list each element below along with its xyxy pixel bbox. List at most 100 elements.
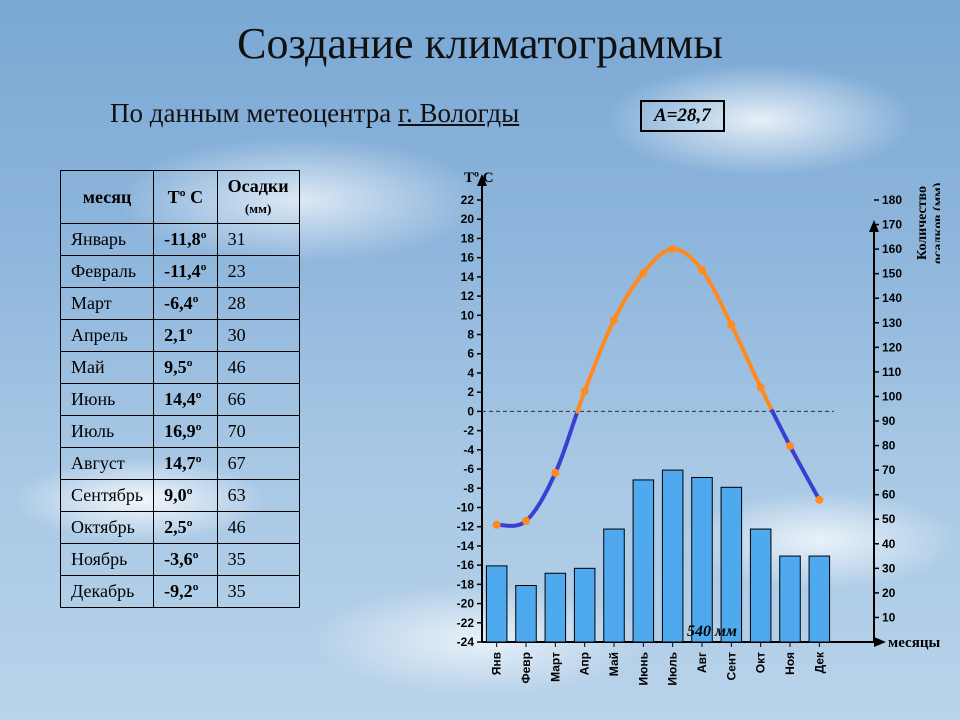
temp-marker (786, 442, 794, 450)
svg-text:12: 12 (461, 289, 475, 303)
cell-precip: 28 (217, 288, 299, 320)
svg-text:10: 10 (461, 308, 475, 322)
svg-text:осадков (мм): осадков (мм) (931, 182, 940, 264)
precip-bar (692, 477, 713, 642)
table-row: Март-6,4º28 (61, 288, 300, 320)
page-title: Создание климатограммы (0, 18, 960, 69)
svg-text:-24: -24 (457, 635, 475, 649)
svg-text:50: 50 (882, 512, 896, 526)
svg-text:-10: -10 (457, 500, 475, 514)
svg-text:100: 100 (882, 389, 902, 403)
svg-text:20: 20 (882, 586, 896, 600)
precip-bar (662, 470, 683, 642)
precip-bar (545, 573, 566, 642)
temp-marker (493, 521, 501, 529)
cell-month: Апрель (61, 320, 154, 352)
cell-temp: -11,8º (154, 224, 217, 256)
svg-text:90: 90 (882, 414, 896, 428)
svg-text:Июнь: Июнь (636, 652, 650, 686)
table-row: Апрель2,1º30 (61, 320, 300, 352)
col-precip-label: Осадки (228, 176, 289, 196)
cell-precip: 46 (217, 352, 299, 384)
col-precip: Осадки (мм) (217, 171, 299, 224)
precip-bar (486, 566, 507, 642)
table-row: Ноябрь-3,6º35 (61, 544, 300, 576)
cell-temp: 16,9º (154, 416, 217, 448)
svg-text:22: 22 (461, 193, 475, 207)
svg-text:Сент: Сент (724, 652, 738, 681)
svg-text:80: 80 (882, 439, 896, 453)
cell-precip: 35 (217, 576, 299, 608)
svg-text:180: 180 (882, 193, 902, 207)
svg-text:120: 120 (882, 340, 902, 354)
precip-bar (721, 487, 742, 642)
svg-text:0: 0 (467, 404, 474, 418)
cell-temp: 9,5º (154, 352, 217, 384)
table-row: Август14,7º67 (61, 448, 300, 480)
svg-text:Янв: Янв (490, 652, 504, 675)
cell-temp: 14,4º (154, 384, 217, 416)
svg-text:18: 18 (461, 231, 475, 245)
svg-text:-18: -18 (457, 577, 475, 591)
svg-text:6: 6 (467, 347, 474, 361)
amplitude-box: A=28,7 (640, 100, 725, 132)
precip-bar (780, 556, 801, 642)
temp-curve (772, 411, 819, 500)
svg-text:-14: -14 (457, 539, 475, 553)
cell-precip: 30 (217, 320, 299, 352)
cell-temp: 14,7º (154, 448, 217, 480)
cell-month: Июнь (61, 384, 154, 416)
svg-text:130: 130 (882, 316, 902, 330)
temp-curve (577, 249, 772, 412)
temp-marker (698, 266, 706, 274)
subtitle-prefix: По данным метеоцентра (110, 98, 398, 128)
cell-month: Сентябрь (61, 480, 154, 512)
svg-text:-6: -6 (463, 462, 474, 476)
cell-temp: -9,2º (154, 576, 217, 608)
svg-text:20: 20 (461, 212, 475, 226)
svg-text:110: 110 (882, 365, 902, 379)
temp-marker (581, 387, 589, 395)
cell-precip: 46 (217, 512, 299, 544)
svg-text:14: 14 (461, 270, 475, 284)
climatogram-chart: Tº C2220181614121086420-2-4-6-8-10-12-14… (420, 160, 940, 690)
cell-month: Ноябрь (61, 544, 154, 576)
temp-marker (815, 496, 823, 504)
svg-text:-22: -22 (457, 616, 475, 630)
table-row: Май9,5º46 (61, 352, 300, 384)
temp-curve (497, 412, 578, 526)
cell-temp: -11,4º (154, 256, 217, 288)
svg-text:150: 150 (882, 267, 902, 281)
temp-marker (757, 383, 765, 391)
cell-month: Февраль (61, 256, 154, 288)
svg-text:Окт: Окт (754, 652, 768, 673)
cell-precip: 35 (217, 544, 299, 576)
cell-month: Декабрь (61, 576, 154, 608)
svg-text:Июль: Июль (666, 652, 680, 686)
cell-precip: 23 (217, 256, 299, 288)
svg-text:10: 10 (882, 610, 896, 624)
svg-text:30: 30 (882, 561, 896, 575)
cell-precip: 67 (217, 448, 299, 480)
svg-text:-2: -2 (463, 424, 474, 438)
cell-precip: 66 (217, 384, 299, 416)
table-row: Январь-11,8º31 (61, 224, 300, 256)
temp-marker (669, 245, 677, 253)
cell-temp: -6,4º (154, 288, 217, 320)
svg-text:Март: Март (548, 652, 562, 682)
col-precip-unit: (мм) (245, 201, 271, 216)
svg-text:Количество: Количество (915, 186, 930, 260)
cell-precip: 31 (217, 224, 299, 256)
climate-table: месяц Tº C Осадки (мм) Январь-11,8º31Фев… (60, 170, 300, 608)
svg-text:месяцы: месяцы (888, 635, 940, 651)
cell-temp: -3,6º (154, 544, 217, 576)
table-row: Июль16,9º70 (61, 416, 300, 448)
svg-text:60: 60 (882, 488, 896, 502)
svg-text:160: 160 (882, 242, 902, 256)
svg-text:2: 2 (467, 385, 474, 399)
table-row: Декабрь-9,2º35 (61, 576, 300, 608)
cell-temp: 2,5º (154, 512, 217, 544)
svg-text:Авг: Авг (695, 652, 709, 673)
subtitle-city: г. Вологды (398, 98, 519, 128)
col-month: месяц (61, 171, 154, 224)
